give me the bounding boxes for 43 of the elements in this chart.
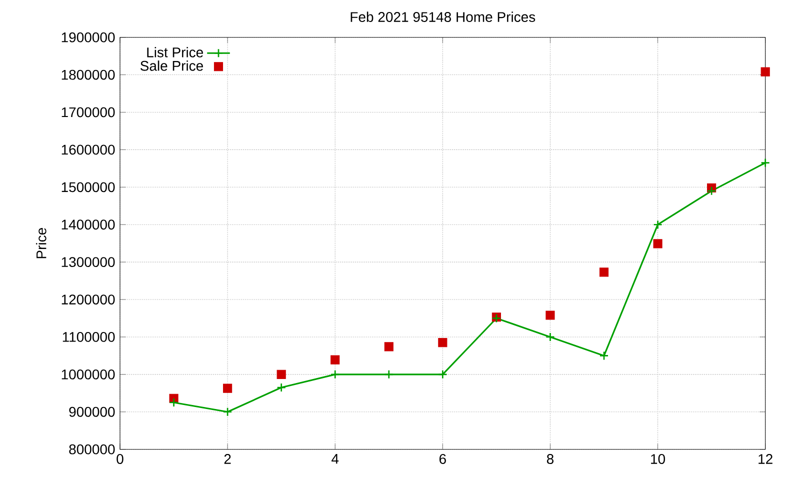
legend-label: List Price xyxy=(147,47,203,58)
y-tick-label: 800000 xyxy=(69,444,115,454)
chart-title: Feb 2021 95148 Home Prices xyxy=(350,12,536,22)
y-tick-label: 1500000 xyxy=(62,182,115,192)
point xyxy=(169,398,178,408)
point xyxy=(276,382,286,392)
point xyxy=(546,310,555,320)
x-tick-label: 10 xyxy=(651,454,666,464)
point xyxy=(599,268,609,277)
point xyxy=(222,407,232,417)
point xyxy=(599,351,609,360)
x-tick-label: 4 xyxy=(332,454,339,464)
y-tick-label: 1900000 xyxy=(62,32,115,42)
y-tick-label: 1600000 xyxy=(62,144,115,155)
y-tick-label: 1300000 xyxy=(62,257,115,268)
y-tick-label: 1700000 xyxy=(62,107,115,118)
point xyxy=(706,186,716,196)
x-tick-label: 6 xyxy=(439,454,446,464)
y-tick-label: 900000 xyxy=(69,406,115,417)
point xyxy=(653,220,662,230)
y-tick-label: 1200000 xyxy=(62,294,115,304)
point xyxy=(438,370,448,380)
x-tick-label: 0 xyxy=(116,454,124,464)
y-axis-title: Price xyxy=(36,228,46,258)
point xyxy=(330,355,340,364)
x-tick-label: 2 xyxy=(224,454,231,464)
y-tick-label: 1100000 xyxy=(62,332,115,342)
x-tick-label: 12 xyxy=(758,454,772,464)
legend-label: Sale Price xyxy=(140,60,203,71)
point xyxy=(546,332,555,342)
point xyxy=(330,370,340,380)
point xyxy=(223,384,232,393)
y-tick-label: 1000000 xyxy=(62,369,115,380)
point xyxy=(760,158,770,168)
point xyxy=(384,370,394,380)
x-tick-label: 8 xyxy=(546,454,554,464)
y-tick-label: 1400000 xyxy=(62,220,115,230)
y-tick-label: 1800000 xyxy=(62,70,115,80)
point xyxy=(276,370,286,379)
point xyxy=(384,342,394,352)
point xyxy=(653,239,662,248)
point xyxy=(438,338,448,348)
point xyxy=(760,67,770,76)
